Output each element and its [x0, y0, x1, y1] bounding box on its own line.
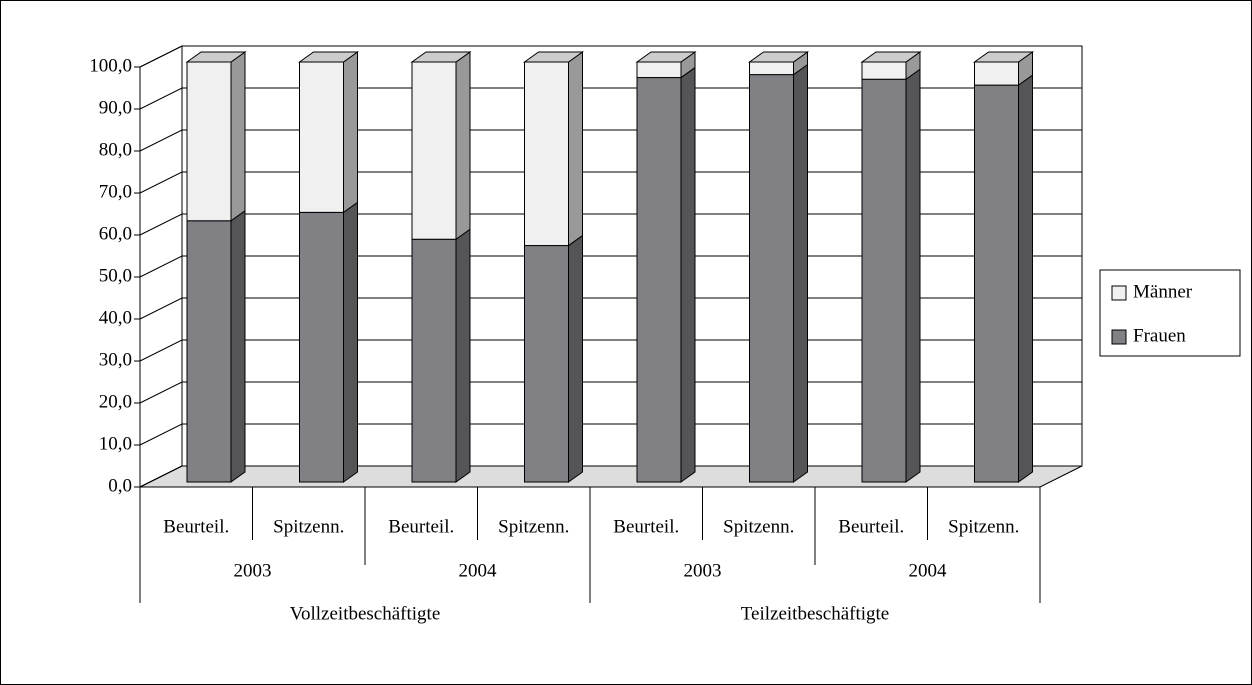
y-tick-label: 10,0	[99, 433, 132, 454]
bar-segment	[749, 61, 794, 76]
bar-side	[568, 234, 583, 483]
bar-top	[185, 51, 247, 63]
bar-top	[972, 51, 1035, 63]
x-tick-label: Spitzenn.	[498, 516, 569, 537]
legend-swatch	[1111, 285, 1127, 301]
x-tick-label: Beurteil.	[388, 516, 454, 537]
legend-label: Männer	[1133, 281, 1193, 302]
bar-side	[343, 51, 358, 214]
bar-segment	[861, 61, 907, 80]
bar-top	[410, 51, 472, 63]
legend-swatch	[1111, 329, 1127, 345]
bar-segment	[299, 211, 344, 483]
year-label: 2003	[684, 560, 722, 581]
y-tick-label: 90,0	[99, 97, 132, 118]
year-label: 2004	[909, 560, 948, 581]
bar-side	[455, 228, 471, 483]
y-tick-label: 50,0	[99, 265, 132, 286]
bar-segment	[974, 84, 1019, 483]
bar-side	[343, 201, 358, 483]
bar-segment	[749, 74, 794, 483]
bar-top	[860, 51, 922, 63]
bar-segment	[974, 61, 1019, 86]
bar-segment	[411, 238, 457, 483]
x-tick-label: Spitzenn.	[273, 516, 344, 537]
bar-side	[905, 68, 921, 483]
bar-top	[747, 51, 810, 63]
year-label: 2004	[459, 560, 498, 581]
bar-side	[230, 209, 246, 483]
group-label: Teilzeitbeschäftigte	[741, 603, 889, 624]
bar-segment	[636, 61, 682, 79]
bar-segment	[299, 61, 344, 213]
bar-segment	[411, 61, 457, 240]
y-tick-label: 0,0	[108, 475, 132, 496]
bar-segment	[636, 77, 682, 483]
bar-segment	[186, 61, 232, 222]
bar-side	[568, 51, 583, 247]
y-tick-label: 20,0	[99, 391, 132, 412]
bar-side	[230, 51, 246, 222]
y-tick-label: 100,0	[89, 55, 132, 76]
y-tick-label: 60,0	[99, 223, 132, 244]
bar-segment	[524, 61, 569, 247]
group-label: Vollzeitbeschäftigte	[290, 603, 441, 624]
bar-side	[680, 66, 696, 483]
y-tick-label: 30,0	[99, 349, 132, 370]
x-tick-label: Spitzenn.	[723, 516, 794, 537]
x-tick-label: Beurteil.	[613, 516, 679, 537]
bar-side	[793, 63, 808, 483]
bar-segment	[861, 78, 907, 483]
y-tick-label: 40,0	[99, 307, 132, 328]
year-label: 2003	[234, 560, 272, 581]
grid-line	[139, 45, 1082, 68]
bar-top	[635, 51, 697, 63]
bar-side	[455, 51, 471, 241]
x-tick-label: Beurteil.	[163, 516, 229, 537]
bar-segment	[524, 245, 569, 483]
y-tick-label: 80,0	[99, 139, 132, 160]
x-tick-label: Beurteil.	[838, 516, 904, 537]
floor	[139, 465, 1083, 488]
legend-label: Frauen	[1133, 325, 1186, 346]
bar-top	[297, 51, 360, 63]
y-tick-label: 70,0	[99, 181, 132, 202]
x-tick-label: Spitzenn.	[948, 516, 1019, 537]
bar-top	[522, 51, 585, 63]
bar-segment	[186, 220, 232, 483]
bar-side	[1018, 74, 1033, 483]
